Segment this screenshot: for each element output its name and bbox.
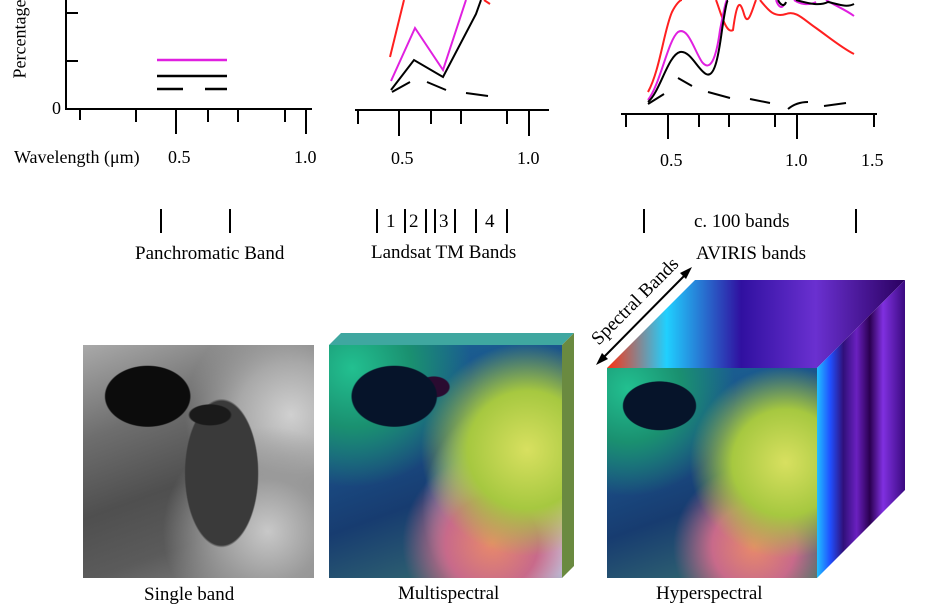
aviris-dash-line	[647, 93, 665, 105]
aviris-tick-0: 0.5	[660, 150, 683, 170]
panchromatic-lines	[157, 58, 227, 91]
aviris-black-line	[647, 0, 855, 103]
multispectral-image	[329, 345, 562, 578]
multispectral-caption: Multispectral	[398, 583, 500, 604]
landsat-black-line	[390, 0, 482, 91]
aviris-dash-line	[823, 102, 847, 107]
landsat-band-2: 2	[409, 211, 419, 232]
pan-tick-1: 1.0	[294, 147, 317, 167]
aviris-dash-line	[677, 77, 693, 87]
hyperspectral-front-image	[607, 368, 817, 578]
landsat-lines	[389, 0, 491, 97]
landsat-band-1: 1	[386, 211, 396, 232]
landsat-tick-1: 1.0	[517, 148, 540, 168]
hyperspectral-caption: Hyperspectral	[656, 583, 763, 604]
landsat-red-line	[389, 0, 405, 58]
multi-top-face	[329, 333, 574, 345]
aviris-magenta-line	[647, 0, 855, 101]
aviris-band-count: c. 100 bands	[694, 211, 790, 232]
single-band-caption: Single band	[144, 584, 235, 605]
aviris-plot	[621, 113, 877, 139]
aviris-dash-line	[749, 98, 771, 104]
hyper-side-face	[817, 280, 905, 578]
arrow-head-high	[680, 267, 692, 279]
aviris-tick-2: 1.5	[861, 150, 884, 170]
aviris-red-line	[647, 0, 683, 93]
landsat-dash-line	[426, 81, 447, 91]
landsat-band-4: 4	[485, 211, 495, 232]
panchromatic-plot	[65, 0, 312, 134]
landsat-plot	[355, 109, 549, 136]
aviris-tick-1: 1.0	[785, 150, 808, 170]
y-zero-label: 0	[52, 98, 61, 118]
multi-side-face	[562, 333, 574, 578]
landsat-magenta-line	[390, 0, 467, 82]
spectral-bands-arrow	[600, 271, 689, 361]
aviris-dash-line	[707, 91, 731, 99]
aviris-lines	[647, 0, 855, 110]
landsat-band-3: 3	[439, 211, 449, 232]
landsat-tick-0: 0.5	[391, 148, 414, 168]
landsat-red-line	[483, 0, 491, 5]
x-axis-label: Wavelength (μm)	[14, 147, 140, 167]
band-markers	[160, 209, 857, 233]
aviris-dash-line	[787, 101, 809, 110]
single-band-image	[83, 345, 314, 578]
hyper-top-face	[607, 280, 905, 368]
landsat-dash-line	[391, 81, 411, 93]
landsat-bands-label: Landsat TM Bands	[371, 242, 517, 263]
arrow-head-low	[596, 353, 608, 365]
aviris-bands-label: AVIRIS bands	[696, 243, 806, 264]
landsat-dash-line	[465, 92, 489, 97]
panchromatic-band-label: Panchromatic Band	[135, 243, 285, 264]
pan-tick-0: 0.5	[168, 147, 191, 167]
